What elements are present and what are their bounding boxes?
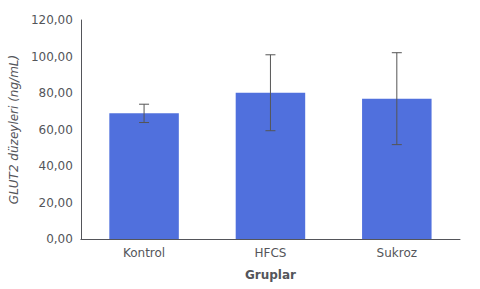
svg-text:60,00: 60,00 (39, 123, 73, 137)
svg-text:GLUT2 düzeyleri (ng/mL): GLUT2 düzeyleri (ng/mL) (7, 55, 21, 204)
svg-text:Sukroz: Sukroz (377, 246, 417, 260)
svg-text:HFCS: HFCS (254, 246, 286, 260)
svg-text:80,00: 80,00 (39, 86, 73, 100)
svg-text:20,00: 20,00 (39, 196, 73, 210)
svg-text:100,00: 100,00 (31, 50, 73, 64)
svg-text:Kontrol: Kontrol (123, 246, 165, 260)
svg-text:120,00: 120,00 (31, 13, 73, 27)
svg-text:0,00: 0,00 (46, 232, 73, 246)
svg-text:Gruplar: Gruplar (245, 268, 296, 282)
svg-text:40,00: 40,00 (39, 159, 73, 173)
